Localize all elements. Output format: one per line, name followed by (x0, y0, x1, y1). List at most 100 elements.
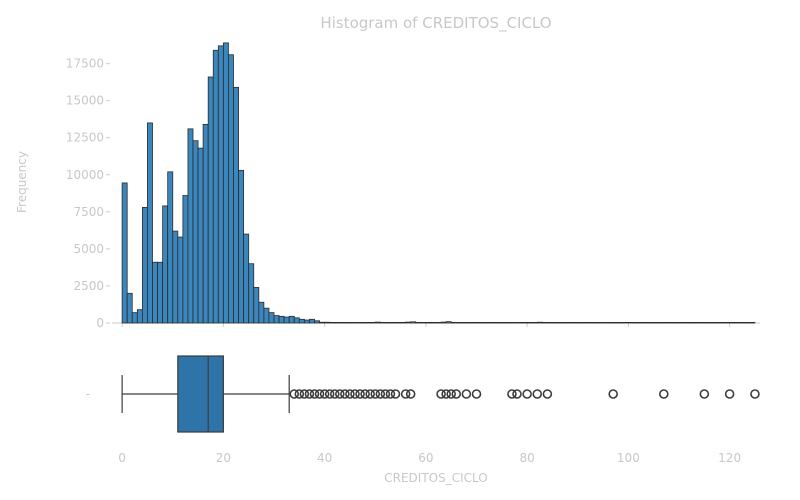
histogram-bar (455, 321, 462, 324)
boxplot-x-tick-label: 80 (519, 451, 534, 465)
boxplot-x-tick-label: 40 (317, 451, 332, 465)
histogram-bar (511, 321, 518, 324)
histogram-bar (435, 321, 442, 324)
histogram-bar (592, 321, 599, 324)
boxplot-outlier (340, 389, 350, 399)
boxplot-outlier (345, 389, 355, 399)
histogram-bar (491, 321, 498, 324)
histogram-bar (395, 321, 401, 324)
histogram-bar (445, 321, 452, 324)
histogram-bar (253, 287, 260, 324)
histogram-y-tick-label: 10000 (66, 168, 104, 182)
histogram-bar (597, 321, 604, 324)
histogram-bar (283, 316, 290, 324)
boxplot-x-tick-label: 20 (216, 451, 231, 465)
histogram-bar (334, 321, 341, 324)
histogram-bar (572, 321, 579, 324)
histogram-y-label: Frequency (15, 151, 29, 213)
histogram-bar (683, 321, 690, 324)
histogram-bar (577, 321, 584, 324)
boxplot-x-tick-label: 60 (418, 451, 433, 465)
boxplot-outlier (400, 389, 411, 399)
boxplot-outlier (324, 389, 335, 399)
histogram-bar (217, 45, 224, 324)
boxplot-outlier (355, 389, 365, 399)
histogram-bar (309, 318, 315, 324)
histogram-bar (228, 54, 234, 324)
histogram-bar (369, 321, 376, 324)
boxplot-outlier (360, 389, 370, 399)
boxplot-outlier (294, 389, 305, 399)
histogram-bar (481, 321, 488, 324)
histogram-bar (430, 321, 437, 324)
boxplot-outlier (314, 389, 325, 399)
histogram-bar (714, 321, 720, 324)
boxplot-x-label: CREDITOS_CICLO (384, 471, 487, 485)
boxplot-outlier (350, 389, 360, 399)
histogram-bar (552, 321, 558, 324)
histogram-y-tick-label: 5000 (73, 242, 104, 256)
histogram-bar (450, 321, 457, 324)
histogram-bar (263, 307, 270, 324)
histogram-bar (708, 321, 715, 324)
histogram-bar (390, 321, 396, 324)
boxplot-y-tick-label: - (86, 387, 90, 401)
histogram-bar (339, 321, 346, 324)
boxplot-outlier (390, 389, 401, 399)
histogram-y-tick-label: 2500 (73, 279, 104, 293)
boxplot-outlier (299, 389, 310, 399)
boxplot-outlier (289, 389, 300, 399)
histogram-y-tick-label: 7500 (73, 205, 104, 219)
histogram-bar (648, 321, 655, 324)
histogram-bar (476, 321, 482, 324)
boxplot-outlier (471, 389, 482, 399)
histogram-bar (724, 321, 731, 324)
histogram-bar (273, 315, 280, 324)
histogram-bar (248, 263, 255, 324)
histogram-bar (243, 233, 250, 324)
histogram-bar (288, 315, 295, 324)
boxplot-outlier (699, 389, 710, 399)
boxplot-outlier (507, 389, 517, 399)
histogram-bar (633, 321, 639, 324)
histogram-bar (121, 182, 128, 324)
histogram-bar (501, 321, 508, 324)
histogram-bar (202, 124, 209, 324)
chart-title: Histogram of CREDITOS_CICLO (320, 14, 551, 33)
histogram-bar (465, 321, 472, 324)
histogram-bar (177, 236, 184, 324)
histogram-bar (557, 321, 563, 324)
histogram-bar (238, 169, 245, 324)
histogram-bar (562, 321, 569, 324)
histogram-y-tick-label: 0 (96, 316, 104, 330)
histogram-bar (526, 321, 533, 324)
histogram-bar (729, 321, 736, 324)
histogram-bar (440, 321, 447, 324)
histogram-bar (374, 321, 381, 324)
histogram-bar (207, 76, 214, 324)
histogram-bar (749, 321, 756, 324)
histogram-bar (344, 321, 351, 324)
boxplot-box (177, 355, 224, 433)
boxplot-outlier (380, 389, 391, 399)
histogram-bar (131, 312, 138, 324)
boxplot-outlier (659, 389, 669, 399)
histogram-bar (319, 321, 326, 324)
histogram-bar (298, 318, 305, 324)
boxplot-outlier (385, 389, 396, 399)
histogram-bar (405, 321, 412, 324)
histogram-bar (607, 321, 614, 324)
histogram-bar (719, 321, 725, 324)
histogram-bar (359, 321, 366, 324)
histogram-bar (668, 321, 675, 324)
histogram-bar (410, 321, 417, 324)
histogram-bar (521, 321, 528, 324)
boxplot-outlier (436, 389, 446, 399)
histogram-bar (622, 321, 629, 324)
histogram-bar (167, 171, 174, 324)
boxplot-outlier (304, 389, 315, 399)
histogram-bar (268, 312, 275, 324)
histogram-bar (415, 321, 422, 324)
histogram-bar (293, 317, 300, 324)
